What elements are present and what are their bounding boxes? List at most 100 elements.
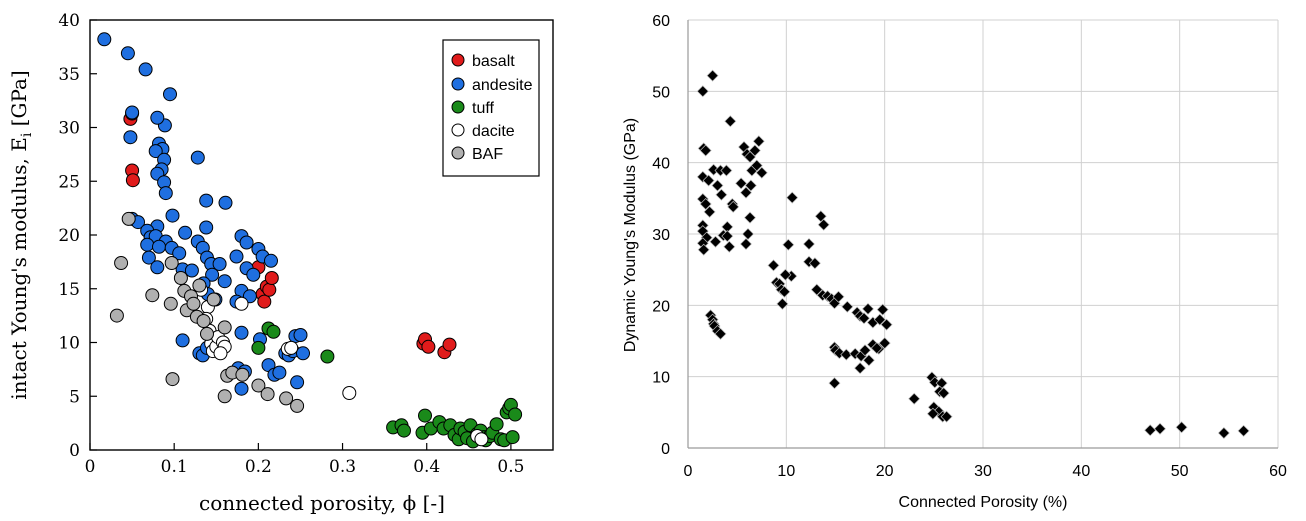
point-diamond: [1237, 424, 1250, 437]
point-diamond: [711, 179, 724, 192]
left-legend: basalt andesite tuff dacite BAF: [442, 39, 540, 177]
point-diamond: [723, 240, 736, 253]
left-data-points: [97, 32, 523, 449]
point-basalt: [264, 271, 279, 285]
point-diamond: [748, 144, 761, 157]
legend-marker-andesite: [451, 77, 465, 91]
point-diamond: [1175, 421, 1188, 434]
point-baf: [114, 256, 129, 270]
point-diamond: [715, 188, 728, 201]
legend-label-baf: BAF: [472, 146, 503, 163]
point-baf: [109, 308, 124, 323]
left-x-tick-label: 0.2: [245, 457, 272, 477]
right-x-tick-label: 50: [1171, 463, 1189, 480]
point-diamond: [709, 235, 722, 248]
point-andesite: [165, 208, 180, 223]
point-dacite: [342, 386, 357, 400]
point-diamond: [926, 407, 939, 420]
right-y-tick-label: 20: [652, 298, 670, 315]
point-tuff: [508, 407, 523, 422]
point-diamond: [735, 177, 748, 190]
point-baf: [192, 278, 207, 293]
right-y-tick-label: 40: [652, 156, 670, 173]
point-diamond: [706, 69, 719, 82]
point-diamond: [873, 313, 886, 326]
left-x-axis-title: connected porosity, ϕ [-]: [199, 491, 445, 515]
point-tuff: [320, 349, 335, 364]
legend-marker-basalt: [451, 53, 465, 67]
point-diamond: [699, 198, 712, 210]
point-andesite: [217, 274, 232, 289]
point-diamond: [702, 174, 715, 187]
point-andesite: [138, 62, 153, 77]
point-andesite: [199, 220, 214, 235]
right-axis-ticks: 0 10 20 30 40 50 60 0 10 20 30 40 50 60: [652, 13, 1287, 480]
point-baf: [217, 389, 232, 404]
point-diamond: [858, 312, 870, 325]
point-diamond: [1217, 427, 1230, 439]
point-diamond: [870, 342, 883, 355]
right-y-tick-label: 60: [652, 13, 670, 30]
left-y-tick-label: 30: [58, 119, 80, 139]
left-y-tick-label: 5: [69, 387, 80, 407]
point-andesite: [140, 237, 155, 252]
point-andesite: [264, 253, 278, 268]
chart-right: 0 10 20 30 40 50 60 0 10 20 30 40 50 60 Connected Por…: [622, 13, 1287, 511]
left-axis-ticks: 0 0.1 0.2 0.3 0.4 0.5 0 5 10 15 20 25 30 35 40: [58, 11, 524, 477]
point-diamond: [755, 166, 768, 179]
left-y-tick-label: 15: [58, 280, 80, 300]
point-baf: [163, 296, 178, 311]
left-y-tick-label: 10: [58, 334, 80, 354]
point-andesite: [229, 249, 244, 264]
point-andesite: [184, 263, 199, 278]
point-andesite: [190, 150, 205, 165]
point-andesite: [199, 193, 214, 208]
point-andesite: [123, 130, 138, 145]
point-andesite: [150, 260, 165, 275]
point-baf: [121, 211, 136, 226]
point-baf: [186, 296, 201, 311]
left-y-tick-label: 25: [58, 172, 80, 192]
point-diamond: [721, 230, 734, 243]
right-x-tick-label: 40: [1072, 463, 1090, 480]
point-baf: [290, 398, 305, 413]
point-andesite: [234, 381, 249, 396]
right-y-tick-label: 30: [652, 227, 670, 244]
point-baf: [260, 387, 275, 402]
point-diamond: [817, 218, 830, 231]
point-diamond: [767, 259, 780, 272]
point-baf: [217, 320, 232, 335]
point-andesite: [272, 365, 287, 380]
point-basalt: [262, 282, 277, 297]
left-y-axis-title-unit: [GPa]: [7, 70, 31, 132]
legend-label-dacite: dacite: [472, 123, 515, 140]
right-data-points: [696, 69, 1250, 439]
point-diamond: [810, 283, 823, 296]
point-diamond: [752, 135, 765, 148]
point-diamond: [720, 164, 733, 177]
point-diamond: [744, 179, 757, 192]
point-diamond: [880, 318, 893, 331]
legend-marker-dacite: [451, 123, 465, 137]
right-y-tick-label: 10: [652, 370, 670, 387]
point-diamond: [742, 228, 754, 240]
point-dacite: [474, 432, 489, 447]
point-diamond: [782, 238, 795, 251]
point-andesite: [296, 346, 310, 361]
right-x-tick-label: 60: [1269, 463, 1287, 480]
point-diamond: [697, 243, 710, 256]
left-x-tick-label: 0.1: [161, 457, 188, 477]
point-diamond: [714, 327, 727, 340]
point-basalt: [125, 173, 140, 188]
point-baf: [206, 292, 221, 307]
left-y-tick-label: 35: [58, 65, 80, 85]
point-diamond: [859, 344, 871, 357]
point-andesite: [125, 105, 140, 120]
point-diamond: [779, 268, 792, 281]
legend-label-basalt: basalt: [472, 53, 515, 70]
point-basalt: [442, 337, 457, 352]
point-tuff: [251, 340, 266, 355]
point-diamond: [750, 159, 763, 172]
point-baf: [251, 378, 266, 393]
